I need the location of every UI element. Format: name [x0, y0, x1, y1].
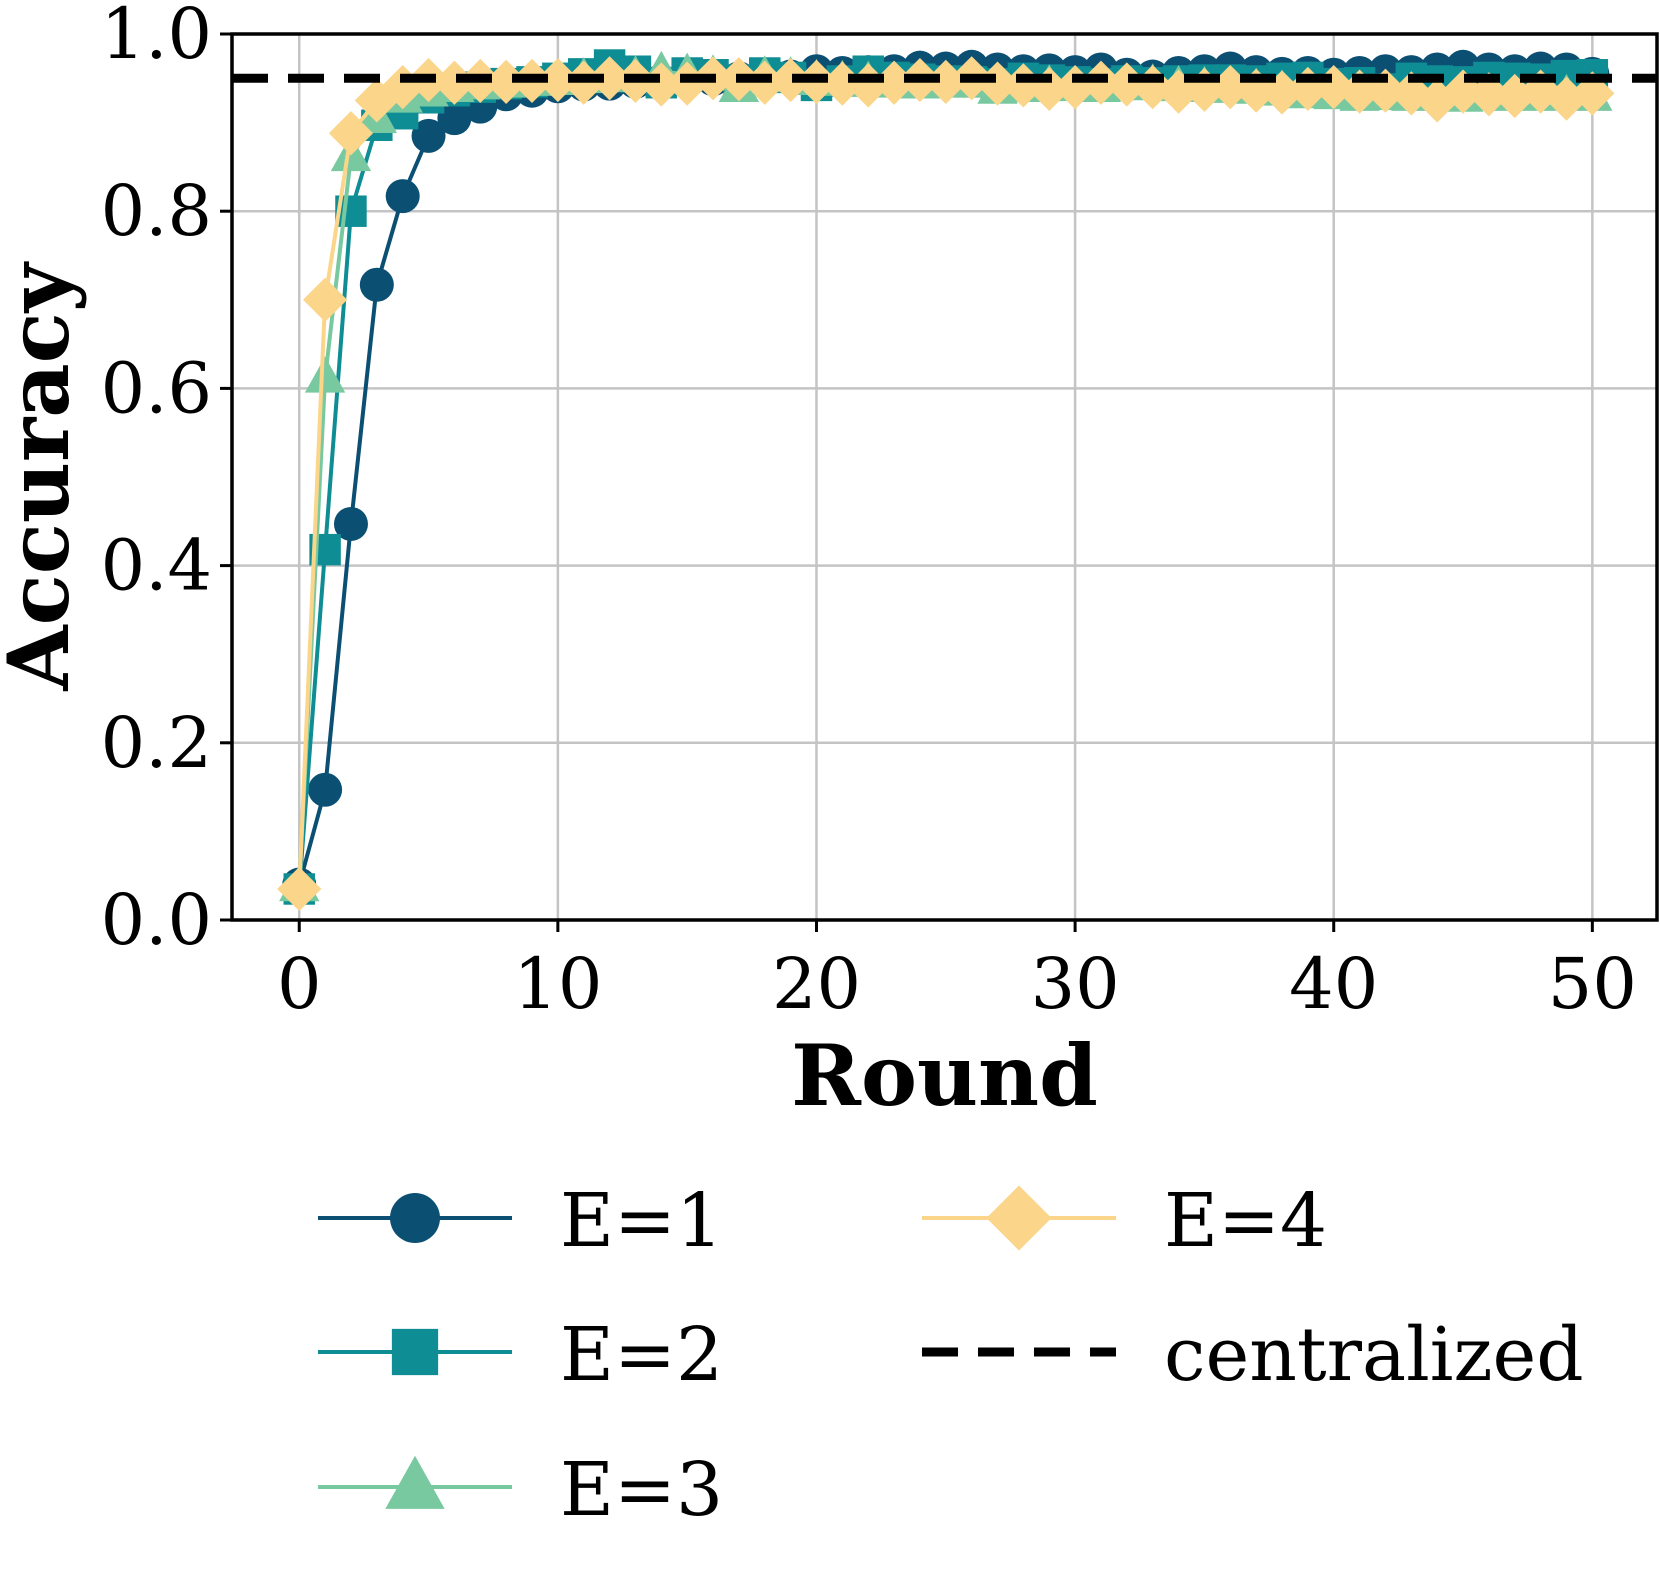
y-tick-label: 0.8: [101, 170, 212, 252]
series-e1: [282, 49, 1610, 902]
data-point-e1: [333, 506, 368, 541]
data-point-e4: [277, 866, 322, 912]
series-line-e2: [297, 63, 1593, 890]
y-tick-label: 0.6: [101, 347, 212, 429]
y-tick-label: 0.0: [101, 879, 212, 961]
x-tick-label: 40: [1289, 943, 1378, 1025]
data-point-e4: [587, 56, 632, 101]
legend-symbol-e4: [922, 1185, 1116, 1251]
data-point-e4: [1363, 68, 1408, 113]
series-e2: [283, 49, 1609, 905]
legend-label-e4: E=4: [1164, 1178, 1327, 1264]
series-e3: [279, 50, 1613, 902]
legend-label-e2: E=2: [560, 1312, 723, 1398]
x-tick-label: 50: [1548, 943, 1637, 1025]
series-e4: [277, 56, 1615, 912]
data-point-e4: [1389, 71, 1434, 116]
series-line-e3: [297, 70, 1593, 887]
data-point-e4: [1182, 67, 1227, 112]
data-point-e4: [1208, 65, 1253, 110]
data-point-e4: [1234, 68, 1279, 113]
plot-frame: [230, 32, 1659, 922]
data-point-e4: [484, 59, 529, 104]
legend-entry-centralized: centralized: [922, 1312, 1584, 1398]
data-point-e4: [432, 60, 477, 105]
data-point-e4: [846, 63, 891, 108]
legend-label-e3: E=3: [560, 1447, 723, 1533]
legend-marker-e1: [390, 1193, 440, 1243]
series-line-e4: [297, 76, 1593, 890]
data-point-e4: [768, 57, 813, 103]
data-point-e1: [411, 118, 446, 153]
data-point-e1: [385, 179, 420, 214]
axis-ticks: 0 10 20 30 40 50 0.0 0.2 0.4 0.6 0.8 1.0: [101, 0, 1637, 1025]
data-point-e3: [304, 356, 346, 393]
data-point-e4: [535, 57, 580, 103]
legend-marker-e2: [391, 1328, 439, 1376]
data-point-e4: [871, 60, 917, 105]
x-tick-label: 0: [277, 943, 322, 1025]
data-point-e4: [923, 59, 968, 104]
x-tick-label: 30: [1031, 943, 1120, 1025]
x-tick-label: 20: [772, 943, 861, 1025]
series-line-e1: [297, 64, 1593, 886]
legend-symbol-e1: [318, 1193, 512, 1243]
data-point-e4: [303, 277, 348, 322]
x-tick-label: 10: [513, 943, 602, 1025]
legend-symbol-e3: [318, 1455, 512, 1509]
x-axis-label: Round: [791, 1026, 1098, 1125]
data-point-e4: [1311, 65, 1356, 110]
data-point-e4: [1337, 69, 1382, 114]
data-point-e4: [1104, 62, 1149, 107]
grid: [232, 32, 1657, 922]
legend: E=1 E=2 E=3 E=4 centralized: [318, 1178, 1584, 1533]
legend-entry-e1: E=1: [318, 1178, 723, 1264]
y-tick-label: 1.0: [101, 0, 212, 75]
data-point-e4: [1466, 72, 1511, 117]
data-point-e1: [308, 772, 343, 807]
data-point-e4: [328, 111, 374, 156]
legend-marker-e4: [986, 1185, 1052, 1251]
data-point-e4: [1156, 69, 1201, 114]
legend-symbol-e2: [318, 1328, 512, 1376]
data-point-e1: [437, 101, 472, 136]
y-axis-label: Accuracy: [0, 261, 88, 691]
legend-entry-e3: E=3: [318, 1447, 723, 1533]
series-group: [277, 49, 1615, 912]
legend-entry-e4: E=4: [922, 1178, 1327, 1264]
data-point-e4: [975, 61, 1020, 106]
y-tick-label: 0.2: [101, 702, 212, 784]
legend-marker-e3: [385, 1455, 445, 1509]
data-point-e4: [639, 62, 684, 107]
data-point-e4: [1285, 66, 1330, 112]
legend-entry-e2: E=2: [318, 1312, 723, 1398]
y-tick-label: 0.4: [101, 525, 212, 607]
data-point-e1: [359, 267, 394, 302]
data-point-e4: [354, 78, 399, 123]
legend-label-centralized: centralized: [1164, 1312, 1584, 1398]
data-point-e4: [820, 61, 865, 106]
data-point-e4: [1259, 70, 1305, 115]
legend-label-e1: E=1: [560, 1178, 723, 1264]
